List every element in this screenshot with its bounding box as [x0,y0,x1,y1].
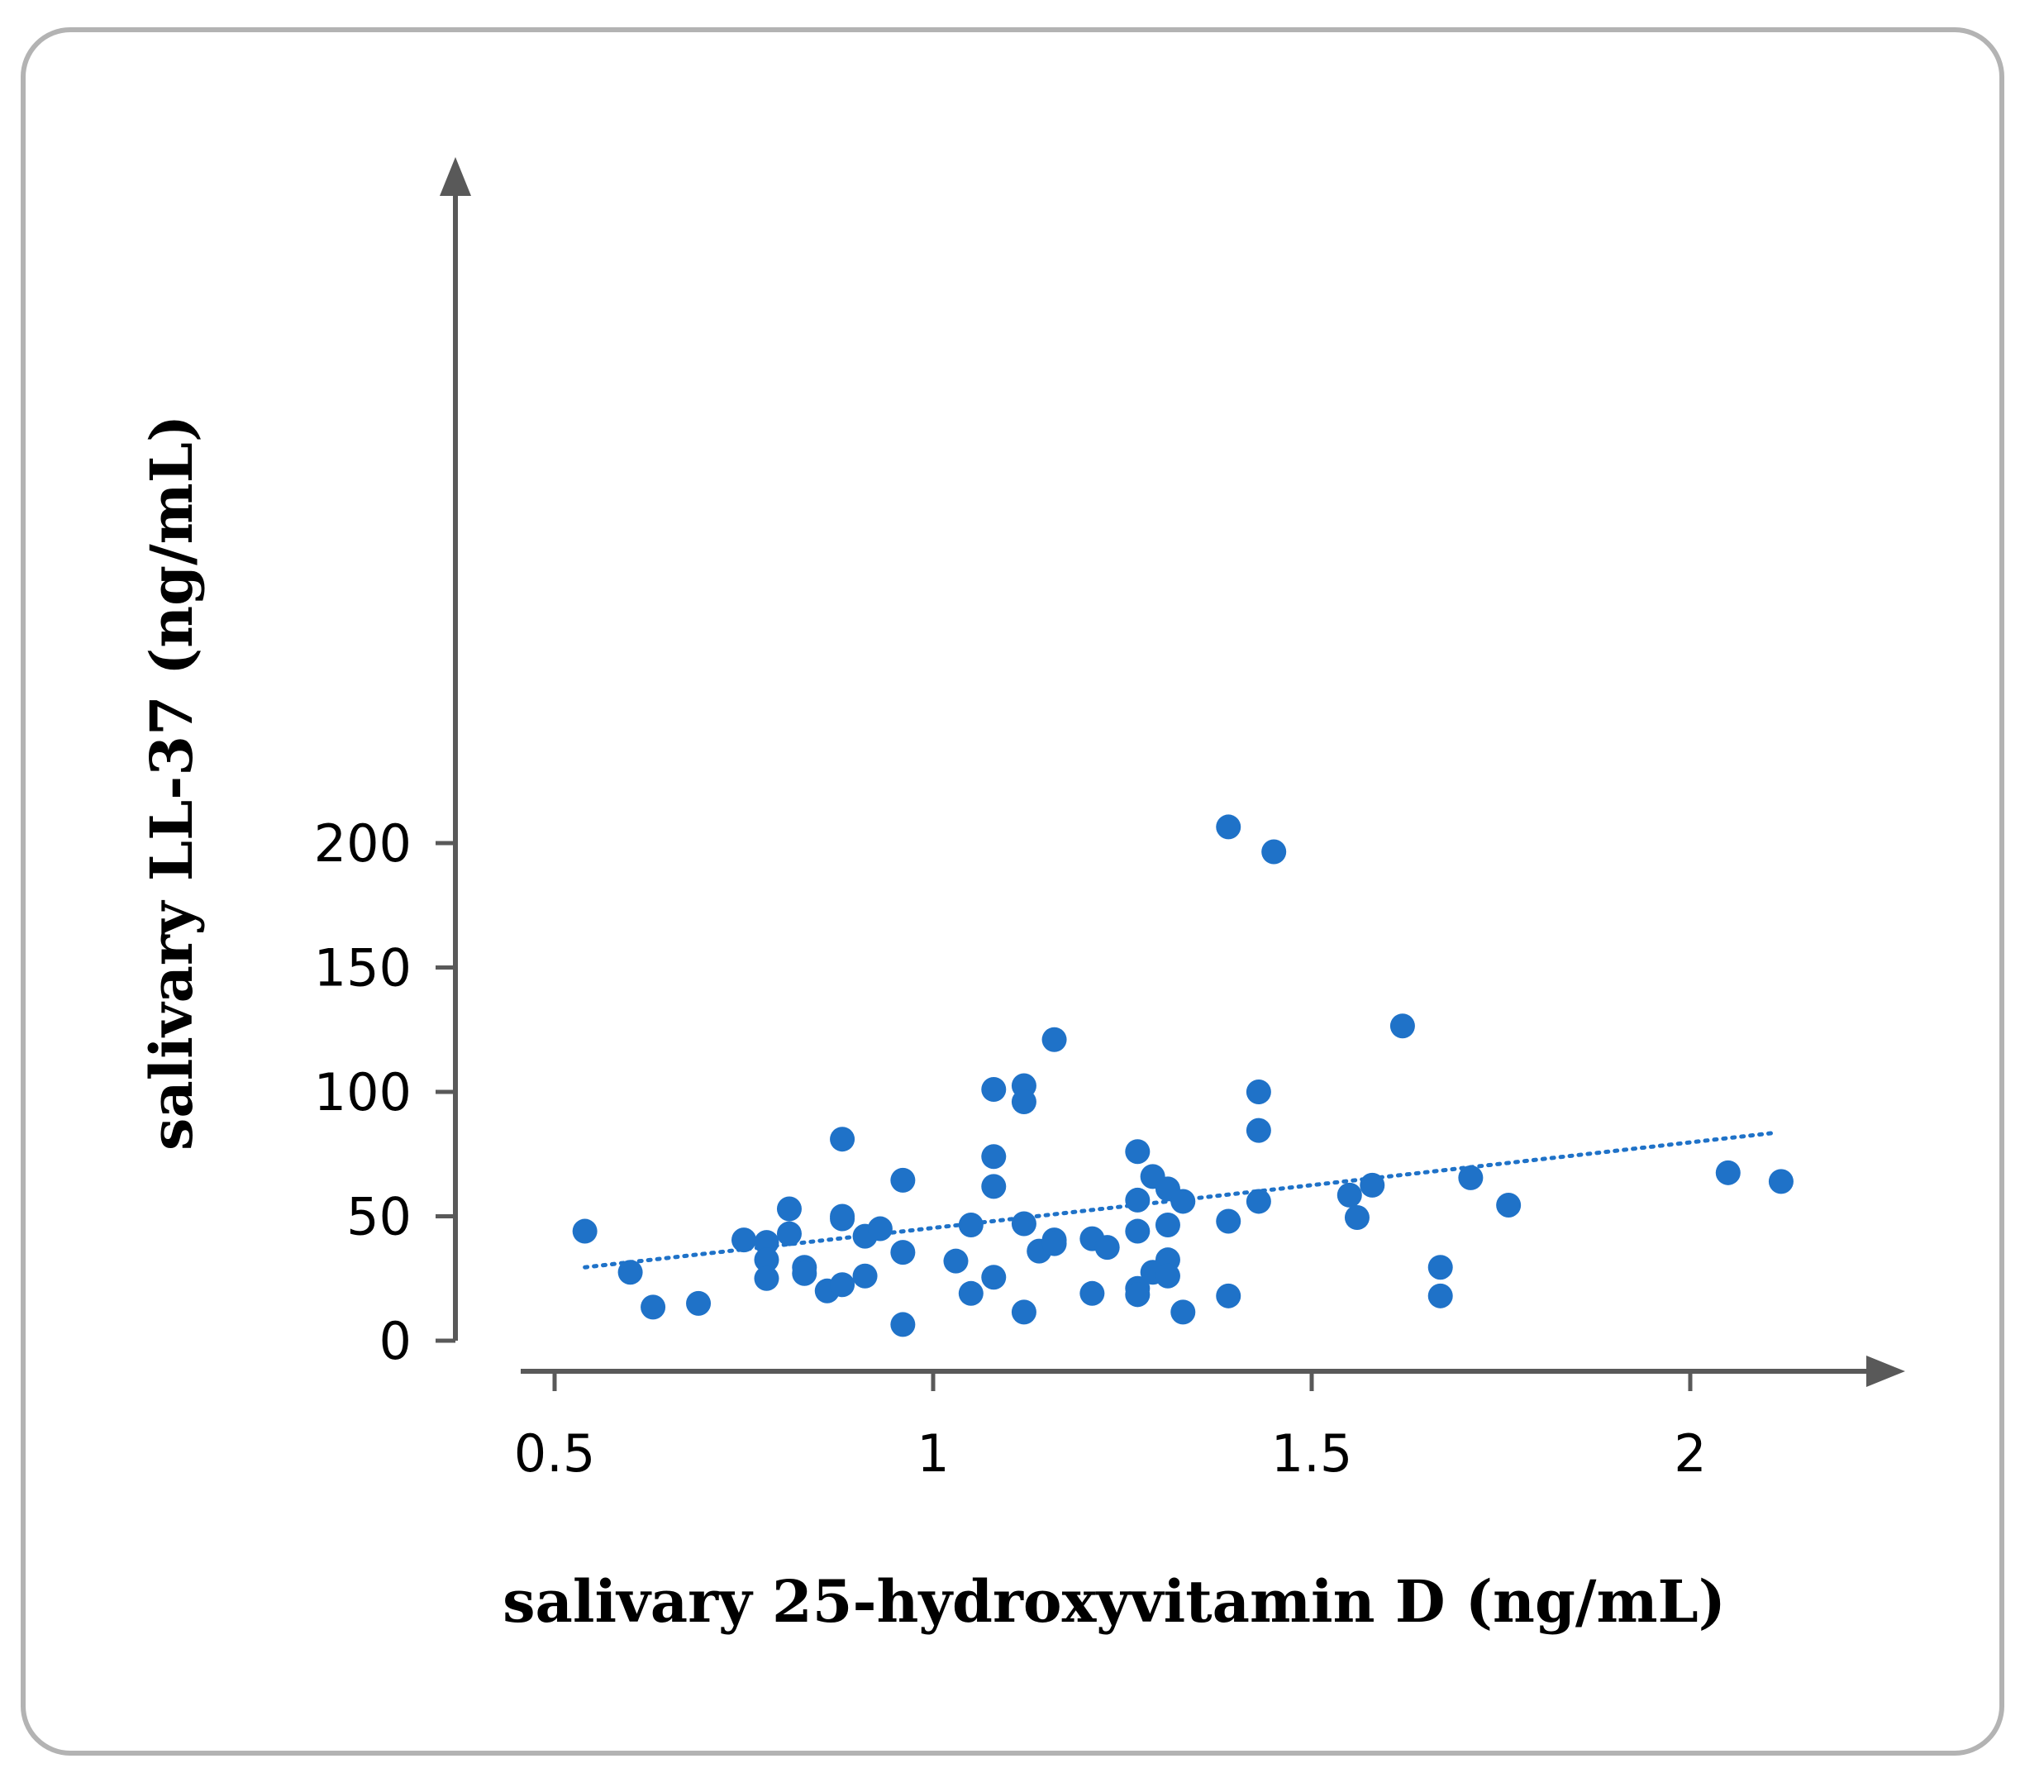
data-point [1216,1283,1241,1308]
data-point [1246,1189,1271,1214]
data-point [890,1167,916,1193]
data-point [1011,1089,1036,1115]
figure-frame [21,27,2004,1756]
data-point [1715,1160,1741,1185]
data-point [1041,1231,1067,1256]
data-point [617,1260,643,1285]
data-point [830,1272,855,1298]
data-point [776,1196,802,1222]
y-axis-title: salivary LL-37 (ng/mL) [137,415,206,1151]
data-point [830,1127,855,1152]
data-point [792,1261,817,1286]
data-point [981,1076,1007,1102]
data-point [1216,814,1241,840]
data-point [830,1206,855,1232]
data-point [754,1265,779,1291]
data-point [981,1174,1007,1199]
data-point [943,1248,969,1274]
data-point [1427,1255,1453,1280]
data-point [1360,1172,1385,1198]
data-point [1427,1283,1453,1308]
x-tick-label: 1.5 [1271,1423,1353,1484]
data-point [1125,1187,1151,1213]
data-point [572,1218,598,1244]
y-tick-label: 100 [314,1062,412,1122]
data-point [1041,1027,1067,1052]
data-point [1125,1139,1151,1165]
data-point [981,1265,1007,1290]
data-point [1768,1169,1794,1194]
data-point [1261,839,1287,865]
data-point [1125,1282,1151,1308]
data-point [1216,1208,1241,1234]
data-point [1079,1280,1105,1306]
x-axis-arrow [1866,1356,1905,1387]
data-point [1496,1192,1522,1218]
data-points [572,814,1794,1337]
data-point [867,1216,893,1242]
data-point [1125,1218,1151,1244]
data-point [1458,1165,1484,1190]
data-point [1336,1182,1362,1208]
axes [440,157,1905,1387]
data-point [981,1144,1007,1170]
data-point [754,1230,779,1256]
x-tick-label: 0.5 [514,1423,596,1484]
data-point [641,1294,666,1320]
data-point [1011,1211,1036,1237]
data-point [1389,1013,1415,1039]
y-tick-label: 50 [346,1187,412,1247]
data-point [852,1263,878,1289]
y-tick-label: 150 [314,938,412,998]
data-point [1170,1189,1196,1214]
data-point [776,1221,802,1246]
data-point [958,1213,984,1238]
data-point [1155,1213,1180,1238]
data-point [890,1312,916,1337]
y-tick-label: 200 [314,813,412,874]
data-point [890,1240,916,1265]
data-point [1246,1118,1271,1143]
data-point [958,1280,984,1306]
data-point [1094,1235,1120,1261]
data-point [1155,1263,1180,1289]
data-point [1011,1299,1036,1325]
data-point [1170,1299,1196,1325]
y-axis-arrow [440,157,471,196]
x-tick-label: 1 [917,1423,949,1484]
x-axis-title: salivary 25-hydroxyvitamin D (ng/mL) [503,1567,1726,1636]
data-point [686,1290,712,1316]
x-ticks: 0.5 1 1.5 2 [514,1371,1707,1484]
data-point [754,1247,779,1273]
y-ticks: 0 50 100 150 200 [314,813,455,1371]
x-tick-label: 2 [1674,1423,1706,1484]
data-point [1344,1205,1370,1231]
y-tick-label: 0 [379,1311,412,1371]
data-point [1246,1079,1271,1104]
data-point [731,1227,756,1253]
